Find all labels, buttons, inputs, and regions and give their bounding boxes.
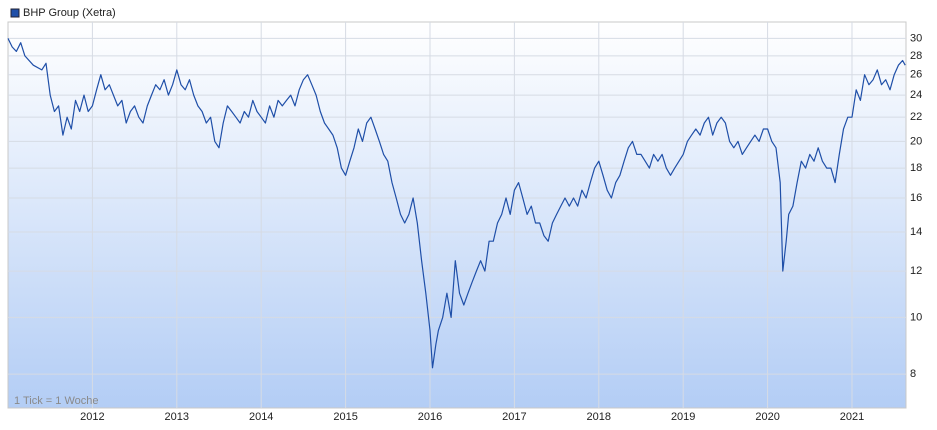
y-tick-label: 26 <box>910 69 922 81</box>
plot-area <box>7 21 907 409</box>
y-tick-label: 8 <box>910 368 916 380</box>
y-tick-label: 24 <box>910 89 922 101</box>
y-tick-label: 22 <box>910 111 922 123</box>
x-tick-label: 2014 <box>249 411 273 423</box>
x-tick-label: 2020 <box>755 411 779 423</box>
x-tick-label: 2016 <box>418 411 442 423</box>
price-line <box>7 38 906 369</box>
y-tick-label: 16 <box>910 192 922 204</box>
x-tick-label: 2012 <box>80 411 104 423</box>
legend-swatch <box>10 8 20 18</box>
y-tick-label: 12 <box>910 265 922 277</box>
y-tick-label: 14 <box>910 226 922 238</box>
y-tick-label: 10 <box>910 311 922 323</box>
x-tick-label: 2018 <box>587 411 611 423</box>
y-tick-label: 28 <box>910 50 922 62</box>
y-tick-label: 20 <box>910 135 922 147</box>
x-tick-label: 2013 <box>165 411 189 423</box>
x-tick-label: 2017 <box>502 411 526 423</box>
legend-label: BHP Group (Xetra) <box>23 7 116 19</box>
x-tick-label: 2021 <box>840 411 864 423</box>
y-tick-label: 30 <box>910 32 922 44</box>
annotation: 1 Tick = 1 Woche <box>14 395 98 407</box>
y-tick-label: 18 <box>910 162 922 174</box>
x-tick-label: 2015 <box>333 411 357 423</box>
x-tick-label: 2019 <box>671 411 695 423</box>
